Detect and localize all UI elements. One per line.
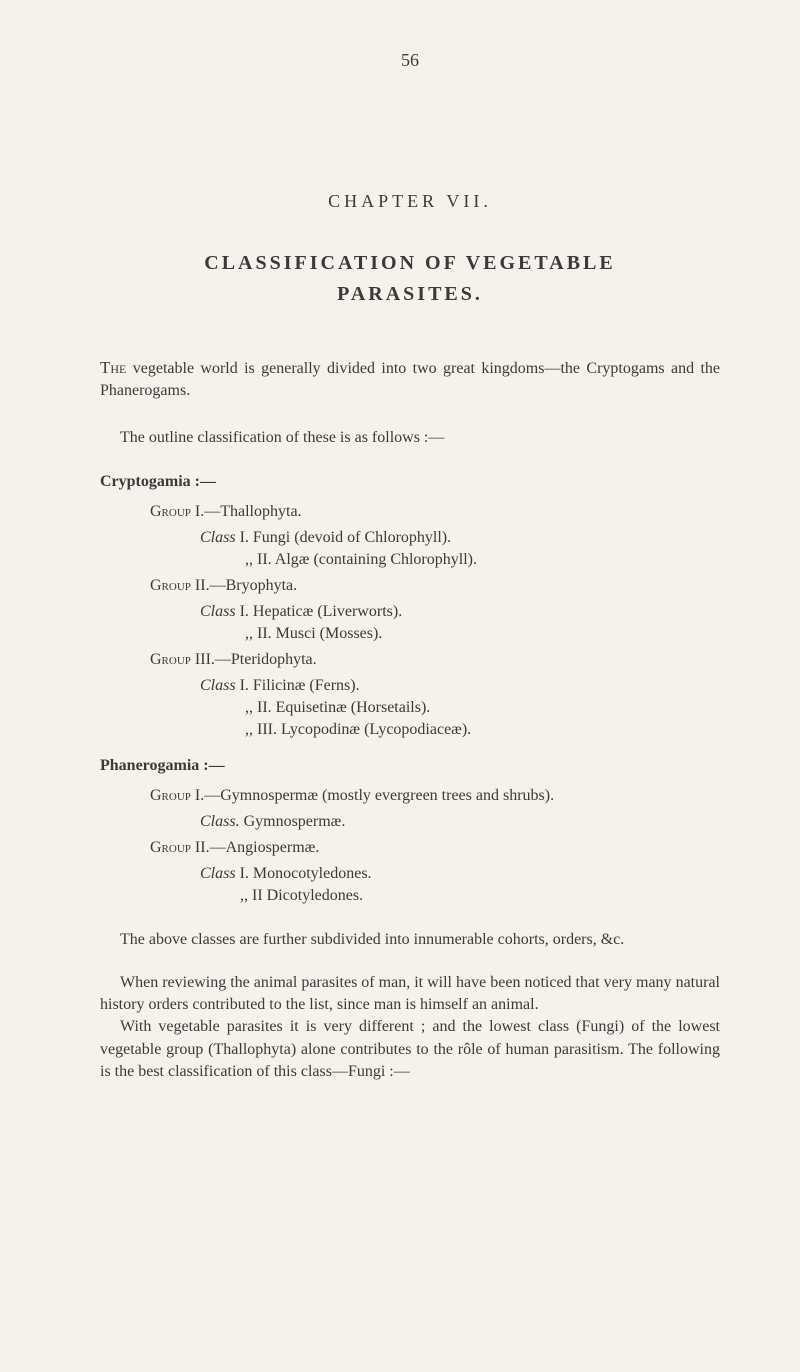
g1-class-1-label: Class [200,529,236,546]
g3-class-1-label: Class [200,677,236,694]
g2-class-1: Class I. Hepaticæ (Liverworts). [200,603,720,621]
group-2-rest: II.—Bryophyta. [191,577,297,594]
group-3-rest: III.—Pteridophyta. [191,651,317,668]
pgroup-1: Group I.—Gymnospermæ (mostly evergreen t… [150,787,720,805]
pg1-class-rest: Gymnospermæ. [240,813,346,830]
outline-paragraph: The outline classification of these is a… [100,427,720,449]
title-line-2: PARASITES. [100,283,720,306]
group-1-label: Group [150,503,191,520]
pg1-class-label: Class. [200,813,240,830]
pg2-class-1-label: Class [200,865,236,882]
g3-class-3: ,, III. Lycopodinæ (Lycopodiaceæ). [245,721,720,739]
cryptogamia-heading: Cryptogamia :— [100,473,720,491]
g2-class-2: ,, II. Musci (Mosses). [245,625,720,643]
group-1-rest: I.—Thallophyta. [191,503,302,520]
intro-paragraph: The vegetable world is generally divided… [100,356,720,403]
pgroup-1-label: Group [150,787,191,804]
phanerogamia-heading: Phanerogamia :— [100,757,720,775]
group-3: Group III.—Pteridophyta. [150,651,720,669]
intro-lead: The [100,358,126,377]
pg2-class-1-rest: I. Monocotyledones. [236,865,372,882]
pgroup-2-rest: II.—Angiospermæ. [191,839,319,856]
g2-class-1-rest: I. Hepaticæ (Liverworts). [236,603,403,620]
pg2-class-1: Class I. Monocotyledones. [200,865,720,883]
group-2: Group II.—Bryophyta. [150,577,720,595]
g2-class-1-label: Class [200,603,236,620]
group-1: Group I.—Thallophyta. [150,503,720,521]
g3-class-1: Class I. Filicinæ (Ferns). [200,677,720,695]
group-2-label: Group [150,577,191,594]
closing-paragraph-1: The above classes are further subdivided… [100,929,720,951]
pgroup-2-label: Group [150,839,191,856]
pgroup-1-rest: I.—Gymnospermæ (mostly evergreen trees a… [191,787,554,804]
g3-class-2: ,, II. Equisetinæ (Horsetails). [245,699,720,717]
pg1-class: Class. Gymnospermæ. [200,813,720,831]
closing-paragraph-3: With vegetable parasites it is very diff… [100,1016,720,1083]
g3-class-1-rest: I. Filicinæ (Ferns). [236,677,360,694]
chapter-heading: CHAPTER VII. [100,191,720,212]
g1-class-2: ,, II. Algæ (containing Chlorophyll). [245,551,720,569]
g1-class-1: Class I. Fungi (devoid of Chlorophyll). [200,529,720,547]
pg2-class-2: ,, II Dicotyledones. [240,887,720,905]
g1-class-1-rest: I. Fungi (devoid of Chlorophyll). [236,529,452,546]
title-line-1: CLASSIFICATION OF VEGETABLE [100,252,720,275]
group-3-label: Group [150,651,191,668]
pgroup-2: Group II.—Angiospermæ. [150,839,720,857]
closing-paragraph-2: When reviewing the animal parasites of m… [100,972,720,1017]
intro-rest: vegetable world is generally divided int… [100,360,720,399]
page-number: 56 [100,50,720,71]
